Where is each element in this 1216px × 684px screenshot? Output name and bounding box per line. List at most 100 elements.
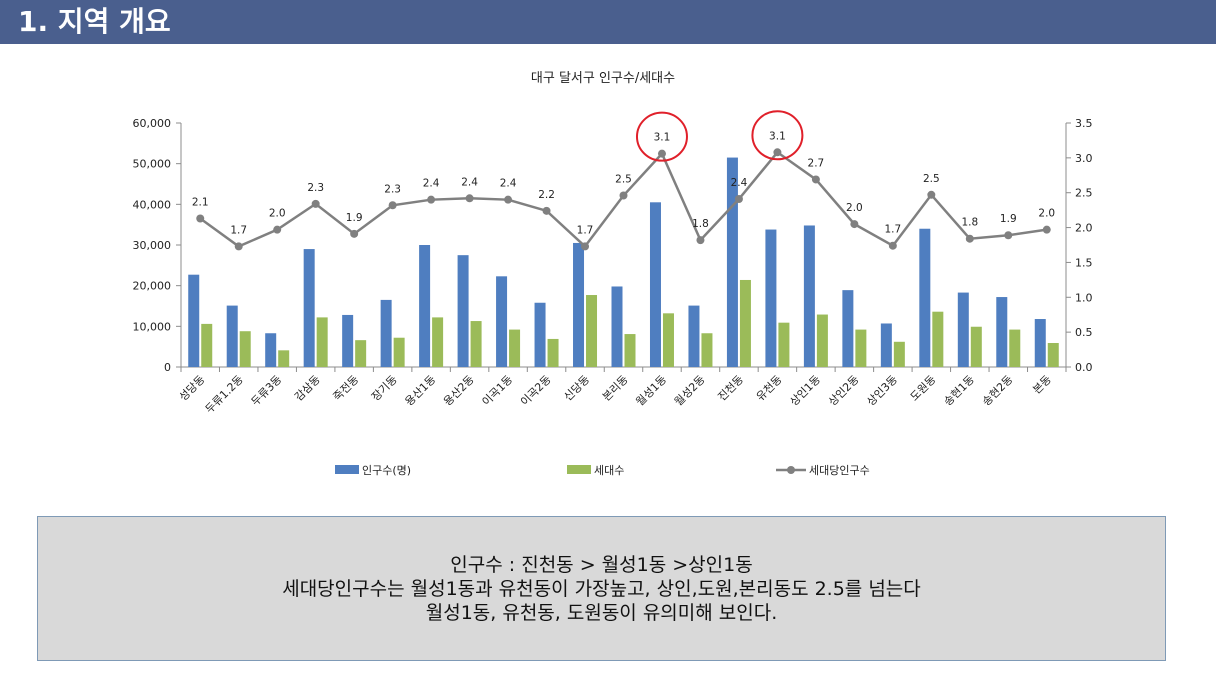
household-bar-송현2동: [1009, 329, 1021, 367]
category-label: 월성2동: [672, 373, 708, 409]
ratio-point-두류3동: [273, 225, 282, 234]
household-bar-감삼동: [316, 317, 328, 367]
ratio-point-이곡2동: [542, 206, 551, 215]
ratio-point-상인1동: [811, 175, 820, 184]
category-label: 두류3동: [249, 373, 285, 409]
legend-label-population: 인구수(명): [362, 464, 411, 477]
ratio-point-성당동: [196, 214, 205, 223]
category-label: 감삼동: [292, 373, 323, 404]
ratio-data-label: 1.7: [577, 224, 594, 236]
right-tick-label: 3.5: [1075, 117, 1093, 130]
ratio-point-용산2동: [465, 194, 474, 203]
population-bar-유천동: [765, 229, 777, 367]
right-tick-label: 1.0: [1075, 291, 1093, 304]
category-label: 이곡2동: [518, 373, 554, 409]
ratio-data-label: 2.5: [923, 173, 940, 185]
ratio-point-월성1동: [657, 149, 666, 158]
legend-label-household: 세대수: [594, 464, 624, 477]
left-tick-label: 10,000: [133, 320, 172, 333]
household-bar-두류3동: [278, 350, 290, 367]
category-label: 장기동: [369, 373, 400, 404]
population-bar-도원동: [919, 228, 931, 367]
right-tick-label: 3.0: [1075, 152, 1093, 165]
population-bar-송현2동: [996, 297, 1008, 367]
ratio-data-label: 1.7: [884, 224, 901, 236]
population-bar-두류1.2동: [226, 305, 238, 367]
ratio-data-label: 2.4: [731, 177, 748, 189]
ratio-point-죽전동: [350, 229, 359, 238]
population-bar-성당동: [188, 274, 200, 367]
category-label: 유천동: [753, 372, 784, 403]
ratio-data-label: 2.0: [269, 208, 286, 220]
category-label: 죽전동: [331, 373, 362, 404]
population-bar-이곡1동: [496, 276, 508, 367]
highlight-circle-월성1동: [635, 111, 688, 162]
legend-swatch-household: [567, 465, 591, 474]
right-tick-label: 2.0: [1075, 222, 1093, 235]
population-bar-두류3동: [265, 333, 277, 367]
category-label: 두류1.2동: [203, 373, 246, 416]
right-tick-label: 0.0: [1075, 361, 1093, 374]
category-label: 이곡1동: [480, 373, 516, 409]
summary-note-box: 인구수 : 진천동 > 월성1동 >상인1동 세대당인구수는 월성1동과 유천동…: [37, 516, 1166, 661]
ratio-data-label: 2.5: [615, 174, 632, 186]
ratio-data-label: 1.8: [961, 217, 978, 229]
ratio-data-label: 2.3: [384, 183, 401, 195]
ratio-data-label: 2.0: [846, 202, 863, 214]
population-bar-신당동: [573, 242, 585, 367]
category-label: 송현2동: [980, 373, 1016, 409]
population-bar-송현1동: [957, 292, 969, 367]
note-line-2: 세대당인구수는 월성1동과 유천동이 가장높고, 상인,도원,본리동도 2.5를…: [282, 577, 921, 600]
chart-title: 대구 달서구 인구수/세대수: [531, 71, 675, 86]
ratio-point-본동: [1042, 225, 1051, 234]
population-bar-월성2동: [688, 305, 700, 367]
household-bar-죽전동: [355, 340, 367, 367]
left-tick-label: 20,000: [133, 280, 172, 293]
ratio-point-두류1.2동: [234, 242, 243, 251]
category-label: 본리동: [600, 373, 631, 404]
ratio-point-유천동: [773, 148, 782, 157]
population-household-chart: 대구 달서구 인구수/세대수 0 10,000 20,000 30,000 40,000 5…: [133, 71, 1093, 477]
household-bar-진천동: [739, 279, 751, 367]
ratio-point-상인2동: [850, 220, 859, 229]
category-label: 송현1동: [941, 373, 977, 409]
household-bar-장기동: [393, 337, 405, 367]
left-tick-label: 30,000: [133, 239, 172, 252]
household-bar-월성1동: [662, 313, 674, 367]
ratio-point-용산1동: [427, 195, 436, 204]
ratio-point-장기동: [388, 201, 397, 210]
population-bar-죽전동: [342, 314, 354, 367]
population-bar-이곡2동: [534, 302, 546, 367]
ratio-data-label: 1.8: [692, 218, 709, 230]
household-bar-성당동: [201, 323, 213, 367]
note-line-1: 인구수 : 진천동 > 월성1동 >상인1동: [450, 553, 753, 576]
ratio-data-label: 2.1: [192, 197, 209, 209]
ratio-point-감삼동: [311, 199, 320, 208]
ratio-point-도원동: [927, 190, 936, 199]
ratio-data-label: 2.7: [808, 157, 825, 169]
ratio-data-label: 2.3: [307, 182, 324, 194]
ratio-data-label: 2.4: [500, 178, 517, 190]
population-bar-감삼동: [303, 249, 315, 367]
ratio-point-송현2동: [1004, 231, 1013, 240]
ratio-data-label: 2.0: [1038, 208, 1055, 220]
household-bar-도원동: [932, 311, 944, 367]
category-label: 도원동: [908, 373, 939, 404]
household-bar-이곡2동: [547, 338, 559, 367]
household-bar-유천동: [778, 322, 790, 367]
left-tick-label: 50,000: [133, 158, 172, 171]
category-label: 진천동: [715, 372, 746, 403]
highlight-circle-유천동: [751, 110, 804, 161]
category-label: 상인1동: [787, 373, 823, 409]
category-label: 상인3동: [864, 373, 900, 409]
legend-label-ratio: 세대당인구수: [809, 464, 870, 477]
category-label: 상인2동: [826, 373, 862, 409]
population-bar-장기동: [380, 299, 392, 367]
population-bar-월성1동: [649, 202, 661, 367]
left-tick-label: 0: [164, 361, 171, 374]
population-bar-상인2동: [842, 290, 854, 367]
household-bar-상인3동: [893, 341, 905, 367]
household-bar-본동: [1047, 343, 1059, 367]
category-label: 신당동: [561, 373, 592, 404]
population-bar-용산2동: [457, 255, 469, 367]
